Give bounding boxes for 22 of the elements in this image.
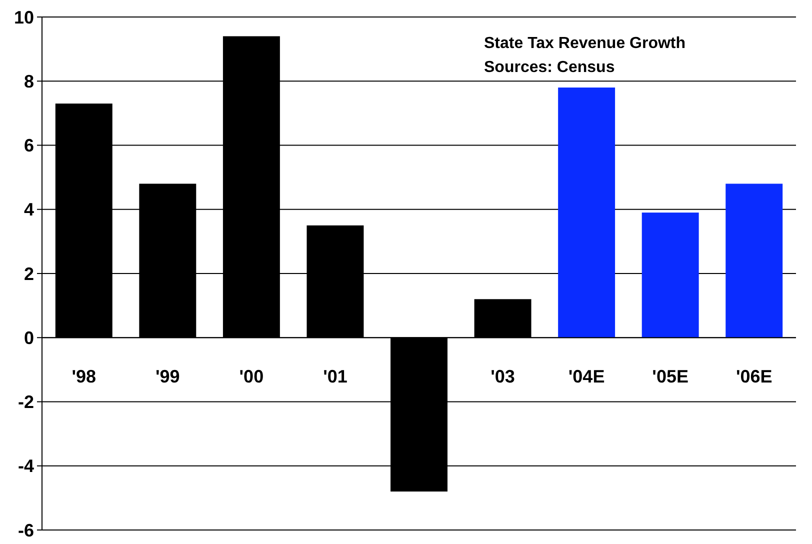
y-tick-label: 6	[24, 136, 34, 156]
annotation: Sources: Census	[484, 59, 615, 76]
text: State Tax Revenue Growth	[484, 35, 686, 52]
y-tick-label: 0	[24, 328, 34, 348]
x-tick-label: '06E	[736, 366, 772, 387]
x-tick-label: '03	[490, 366, 515, 387]
x-tick-label: '00	[239, 366, 264, 387]
y-tick-label: 2	[24, 264, 34, 284]
x-tick-label: '98	[72, 366, 96, 387]
y-tick-label: -4	[18, 456, 34, 476]
y-tick-label: 10	[14, 7, 34, 28]
y-tick-label: -2	[18, 392, 34, 412]
x-tick-label: '01	[323, 366, 348, 387]
bar	[642, 212, 699, 338]
x-tick-label: '05E	[652, 366, 688, 387]
y-tick-label: 4	[24, 200, 34, 220]
y-tick-label: 8	[24, 71, 34, 92]
bar	[558, 88, 616, 338]
x-tick-label: '04E	[568, 366, 605, 387]
y-tick-label: -6	[18, 520, 34, 540]
bar	[726, 184, 783, 338]
x-tick-label: '99	[156, 366, 180, 387]
